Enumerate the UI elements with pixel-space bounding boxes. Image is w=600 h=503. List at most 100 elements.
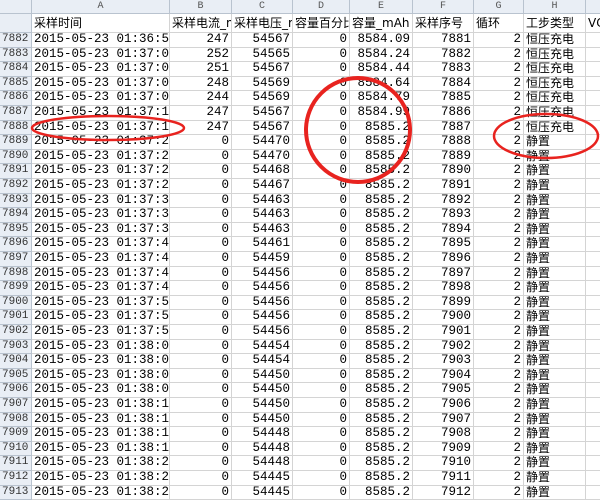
cell (586, 62, 600, 77)
cell (586, 281, 600, 296)
header-cell: 容量百分比 (293, 14, 350, 33)
cell: 54467 (232, 179, 293, 194)
cell: 54463 (232, 222, 293, 238)
cell: 7910 (413, 456, 474, 471)
cell: 2 (474, 383, 524, 398)
cell: 0 (293, 398, 350, 413)
cell: 54468 (232, 164, 293, 179)
cell: 2 (474, 179, 524, 194)
cell: 0 (170, 354, 232, 369)
cell: 0 (293, 76, 350, 92)
cell: 2 (474, 339, 524, 355)
cell: 0 (293, 266, 350, 282)
cell: 静置 (524, 193, 586, 209)
cell (586, 310, 600, 325)
row-number: 7902 (0, 325, 32, 340)
cell: 0 (170, 135, 232, 150)
cell: 0 (170, 295, 232, 311)
cell: 静置 (524, 295, 586, 311)
cell: 54470 (232, 149, 293, 165)
cell: 7888 (413, 135, 474, 150)
cell: 0 (170, 208, 232, 223)
cell (586, 354, 600, 369)
cell: 静置 (524, 456, 586, 471)
cell: 2 (474, 398, 524, 413)
cell: 7895 (413, 237, 474, 252)
cell: 0 (293, 339, 350, 355)
column-letter (586, 0, 600, 14)
cell: 54463 (232, 193, 293, 209)
cell: 静置 (524, 149, 586, 165)
cell: 54567 (232, 106, 293, 121)
cell: 静置 (524, 281, 586, 296)
cell: 7903 (413, 354, 474, 369)
cell: 8585.2 (350, 237, 413, 252)
cell: 静置 (524, 164, 586, 179)
cell: 静置 (524, 383, 586, 398)
cell: 7881 (413, 33, 474, 48)
cell: 2015-05-23 01:37:29 (32, 179, 170, 194)
cell: 0 (170, 266, 232, 282)
row-number: 7906 (0, 383, 32, 398)
row-number: 7884 (0, 62, 32, 77)
cell: 2015-05-23 01:37:27 (32, 164, 170, 179)
cell: 8585.2 (350, 368, 413, 384)
cell: 248 (170, 76, 232, 92)
cell: 2015-05-23 01:37:43 (32, 252, 170, 267)
cell: 2 (474, 266, 524, 282)
cell: 2 (474, 441, 524, 457)
row-number: 7895 (0, 222, 32, 238)
cell: 2 (474, 62, 524, 77)
cell (586, 383, 600, 398)
column-letter: G (474, 0, 524, 14)
cell: 2015-05-23 01:37:01 (32, 47, 170, 63)
cell (586, 106, 600, 121)
column-letter: B (170, 0, 232, 14)
row-number: 7904 (0, 354, 32, 369)
cell: 8585.2 (350, 354, 413, 369)
row-number: 7907 (0, 398, 32, 413)
cell: 2015-05-23 01:37:32 (32, 193, 170, 209)
row-number: 7911 (0, 456, 32, 471)
cell: 0 (293, 456, 350, 471)
cell: 2015-05-23 01:38:26 (32, 485, 170, 501)
cell: 静置 (524, 471, 586, 486)
cell: 恒压充电 (524, 76, 586, 92)
cell: 0 (293, 149, 350, 165)
cell: 54456 (232, 281, 293, 296)
cell: 0 (293, 427, 350, 442)
cell: 0 (293, 47, 350, 63)
cell: 8585.2 (350, 266, 413, 282)
cell (586, 91, 600, 106)
cell: 8584.09 (350, 33, 413, 48)
cell: 7902 (413, 339, 474, 355)
cell: 恒压充电 (524, 33, 586, 48)
cell: 8585.2 (350, 295, 413, 311)
cell (586, 413, 600, 428)
row-number: 7897 (0, 252, 32, 267)
row-number: 7905 (0, 368, 32, 384)
cell: 7901 (413, 325, 474, 340)
row-number: 7900 (0, 295, 32, 311)
cell: 7908 (413, 427, 474, 442)
cell: 7885 (413, 91, 474, 106)
cell: 静置 (524, 237, 586, 252)
cell: 247 (170, 106, 232, 121)
cell: 244 (170, 91, 232, 106)
header-cell: 采样序号 (413, 14, 474, 33)
cell: 0 (293, 441, 350, 457)
cell (586, 150, 600, 165)
cell (586, 398, 600, 413)
cell: 54463 (232, 208, 293, 223)
cell: 2015-05-23 01:38:11 (32, 398, 170, 413)
cell: 静置 (524, 427, 586, 442)
cell: 0 (293, 368, 350, 384)
cell (586, 223, 600, 238)
cell: 54448 (232, 427, 293, 442)
cell: 7883 (413, 62, 474, 77)
cell: 7893 (413, 208, 474, 223)
cell: 2015-05-23 01:37:06 (32, 76, 170, 92)
cell: 8585.2 (350, 193, 413, 209)
cell: 静置 (524, 208, 586, 223)
cell: 0 (170, 339, 232, 355)
